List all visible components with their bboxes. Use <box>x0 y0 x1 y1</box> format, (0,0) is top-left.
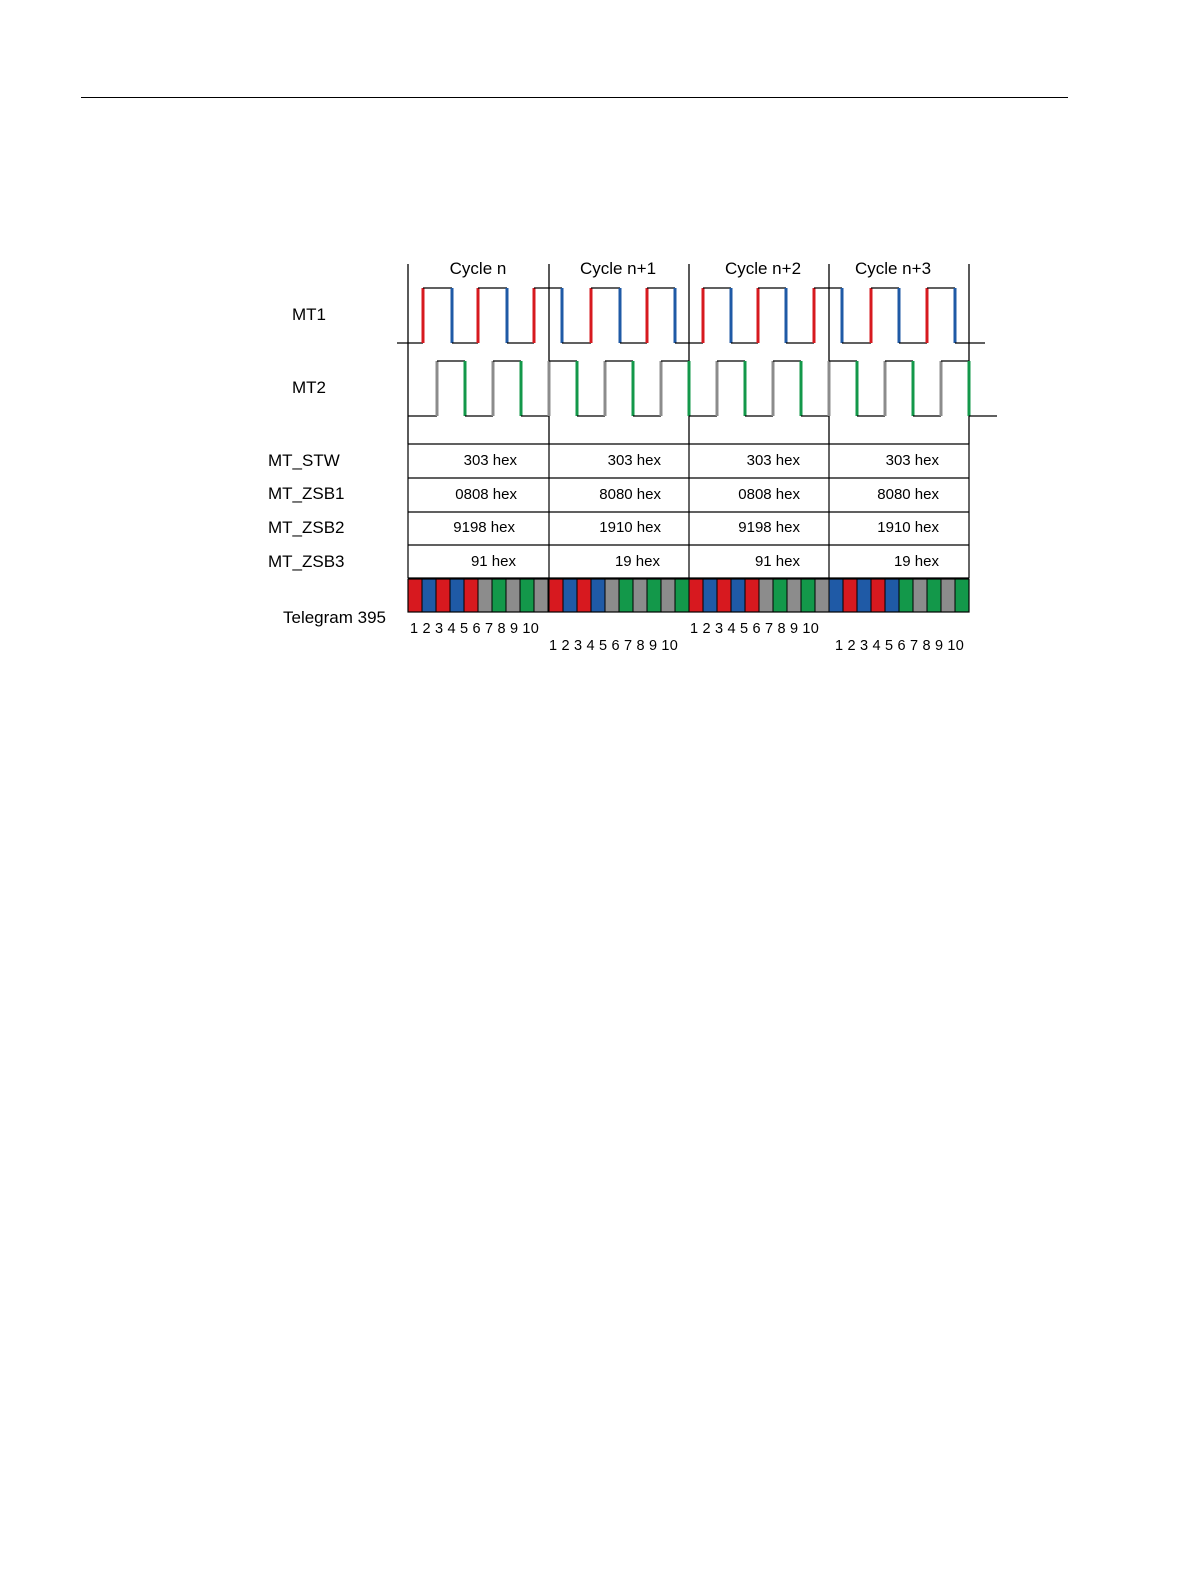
cycle-title-0: Cycle n <box>449 259 507 278</box>
telegram-slot <box>716 578 732 613</box>
cell-stw-3: 303 hex <box>885 452 939 469</box>
telegram-slot <box>505 578 521 613</box>
cycle-title-2: Cycle n+2 <box>724 259 802 278</box>
telegram-slot <box>660 578 676 613</box>
telegram-slot <box>800 578 816 613</box>
cell-zsb3-1: 19 hex <box>614 553 660 570</box>
telegram-slot <box>772 578 788 613</box>
telegram-slot <box>407 578 423 613</box>
telegram-slot <box>463 578 479 613</box>
telegram-slot <box>435 578 451 613</box>
telegram-slots <box>407 578 970 613</box>
cell-stw-1: 303 hex <box>607 452 661 469</box>
bit-numbers-1: 1 2 3 4 5 6 7 8 9 10 <box>549 638 678 654</box>
bit-numbers-0: 1 2 3 4 5 6 7 8 9 10 <box>410 621 539 637</box>
cell-stw-0: 303 hex <box>463 452 517 469</box>
telegram-slot <box>884 578 900 613</box>
timing-diagram <box>397 264 997 613</box>
telegram-slot <box>730 578 746 613</box>
signal-label-mt2: MT2 <box>292 378 326 397</box>
cycle-title-3: Cycle n+3 <box>854 259 932 278</box>
cell-zsb3-3: 19 hex <box>893 553 939 570</box>
cell-zsb1-3: 8080 hex <box>877 486 939 503</box>
signal-label-mt1: MT1 <box>292 305 326 324</box>
telegram-frame <box>407 578 970 613</box>
telegram-slot <box>856 578 872 613</box>
cell-zsb1-1: 8080 hex <box>599 486 661 503</box>
telegram-slot <box>477 578 493 613</box>
value-table-grid <box>407 443 970 579</box>
cycle-title-1: Cycle n+1 <box>579 259 657 278</box>
telegram-slot <box>786 578 802 613</box>
telegram-slot <box>449 578 465 613</box>
telegram-slot <box>912 578 928 613</box>
telegram-slot <box>590 578 606 613</box>
cell-zsb1-2: 0808 hex <box>738 486 800 503</box>
telegram-slot <box>814 578 830 613</box>
cell-zsb2-1: 1910 hex <box>599 519 661 536</box>
row-label-mt-zsb1: MT_ZSB1 <box>268 484 345 503</box>
telegram-slot <box>618 578 634 613</box>
cycle-dividers <box>407 264 970 444</box>
telegram-slot <box>954 578 970 613</box>
telegram-slot <box>842 578 858 613</box>
telegram-slot <box>898 578 914 613</box>
cell-zsb2-0: 9198 hex <box>453 519 515 536</box>
telegram-slot <box>940 578 956 613</box>
cell-zsb3-0: 91 hex <box>470 553 516 570</box>
telegram-slot <box>926 578 942 613</box>
telegram-slot <box>519 578 535 613</box>
row-label-mt-stw: MT_STW <box>268 451 340 470</box>
telegram-slot <box>548 578 564 613</box>
telegram-slot <box>702 578 718 613</box>
telegram-slot <box>491 578 507 613</box>
telegram-slot <box>674 578 690 613</box>
telegram-slot <box>828 578 844 613</box>
telegram-slot <box>758 578 774 613</box>
telegram-slot <box>533 578 549 613</box>
telegram-slot <box>632 578 648 613</box>
cell-zsb3-2: 91 hex <box>754 553 800 570</box>
telegram-slot <box>744 578 760 613</box>
mt1-waveform <box>397 287 985 344</box>
header-rule <box>81 97 1068 98</box>
telegram-slot <box>870 578 886 613</box>
telegram-label: Telegram 395 <box>283 608 387 627</box>
cell-zsb1-0: 0808 hex <box>455 486 517 503</box>
telegram-slot <box>688 578 704 613</box>
row-label-mt-zsb2: MT_ZSB2 <box>268 518 345 537</box>
telegram-slot <box>421 578 437 613</box>
telegram-slot <box>646 578 662 613</box>
telegram-slot <box>576 578 592 613</box>
cell-zsb2-2: 9198 hex <box>738 519 800 536</box>
bit-numbers-2: 1 2 3 4 5 6 7 8 9 10 <box>690 621 819 637</box>
telegram-slot <box>604 578 620 613</box>
mt2-waveform <box>408 360 997 417</box>
bit-numbers-3: 1 2 3 4 5 6 7 8 9 10 <box>835 638 964 654</box>
cell-zsb2-3: 1910 hex <box>877 519 939 536</box>
row-label-mt-zsb3: MT_ZSB3 <box>268 552 345 571</box>
telegram-slot <box>562 578 578 613</box>
cell-stw-2: 303 hex <box>746 452 800 469</box>
